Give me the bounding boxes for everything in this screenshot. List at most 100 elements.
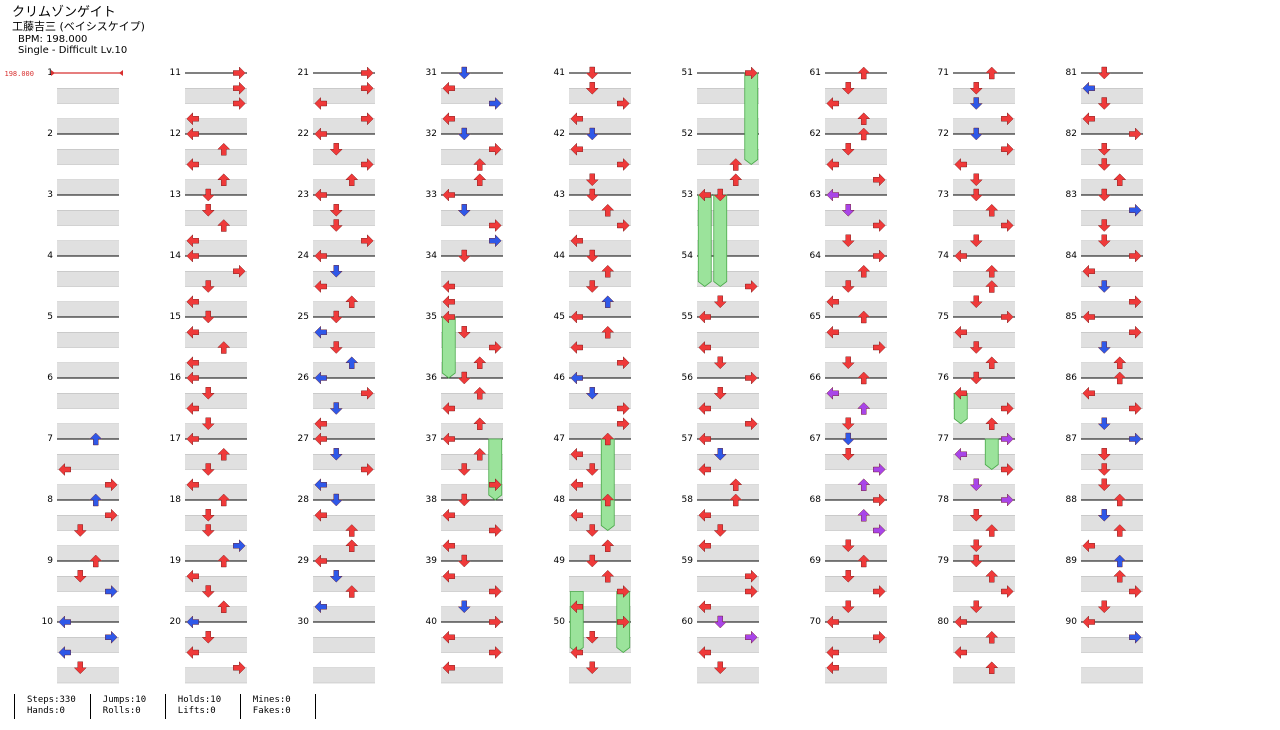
arrow-icon [314,188,327,202]
arrow-icon [969,234,983,248]
measure-number: 81 [1066,68,1077,78]
beat-row [697,149,759,165]
arrow-icon [345,356,359,369]
arrow-icon [314,432,327,446]
beat-row [825,423,887,439]
beat-row [569,545,631,561]
measure-number: 68 [810,495,822,505]
measure-number: 39 [426,556,438,566]
beat-row [441,576,503,592]
arrow-icon [826,386,839,400]
measure-number: 8 [47,495,53,505]
measure-number: 11 [170,68,181,78]
beat-row [569,332,631,348]
beat-row [57,118,119,134]
stat-group: Steps:330 Hands:0 [14,694,91,719]
arrow-icon [969,509,983,522]
beat-row [569,576,631,592]
measure-number: 72 [938,129,949,139]
arrow-icon [186,478,199,492]
beat-row [57,484,119,500]
beat-row [313,149,375,165]
arrow-icon [457,463,471,476]
beat-row [313,362,375,378]
arrow-icon [841,539,855,553]
arrow-icon [186,569,199,583]
arrow-icon [73,661,87,675]
beat-row [441,454,503,470]
bpm-marker: 198.000 [4,70,34,78]
arrow-icon [969,173,983,187]
beat-row [953,362,1015,378]
arrow-icon [1097,478,1111,492]
beat-row [313,240,375,256]
arrow-icon [713,615,727,629]
song-title: クリムゾンゲイト [12,5,116,20]
arrow-icon [314,97,327,110]
arrow-icon [826,646,839,659]
measure-number: 29 [298,556,310,566]
measure-number: 32 [426,129,437,139]
arrow-icon [442,630,455,644]
arrow-icon [314,417,327,431]
arrow-icon [1097,219,1111,232]
beat-row [313,332,375,348]
beat-row [953,240,1015,256]
beat-row [441,118,503,134]
arrow-icon [1113,356,1127,369]
beat-row [441,423,503,439]
arrow-icon [489,219,502,232]
song-artist: 工藤吉三 (ベイシスケイプ) [12,19,145,33]
arrow-icon [985,264,999,278]
arrow-icon [233,661,246,675]
beat-row [953,179,1015,195]
beat-row [825,271,887,287]
measure-number: 64 [810,251,822,261]
arrow-icon [1097,417,1111,431]
arrow-icon [1097,341,1111,354]
measure-number: 88 [1066,495,1078,505]
arrow-icon [186,234,199,248]
beat-row [1081,393,1143,409]
arrow-icon [954,158,967,171]
arrow-icon [745,630,758,644]
beat-row [569,362,631,378]
arrow-icon [969,371,983,385]
beat-row [185,606,247,622]
arrow-icon [1082,81,1095,95]
arrow-icon [826,661,839,675]
arrow-icon [601,569,615,583]
arrow-icon [698,600,711,614]
arrow-icon [457,600,471,614]
arrow-icon [361,81,374,95]
beat-row [313,179,375,195]
beat-row [185,149,247,165]
arrow-icon [186,158,199,171]
beat-row [825,576,887,592]
arrow-icon [186,371,199,385]
hold-body [441,316,456,379]
measure-number: 61 [810,68,821,78]
arrow-icon [73,570,87,583]
holds-count: Holds:10 [177,695,222,705]
measure-number: 65 [810,312,821,322]
arrow-icon [617,356,630,370]
arrow-icon [729,493,743,507]
arrow-icon [329,143,343,156]
beat-row [1081,637,1143,653]
measure-number: 86 [1066,373,1078,383]
arrow-icon [570,112,583,126]
measure-number: 4 [47,251,53,261]
arrow-icon [873,173,886,187]
arrow-icon [1097,97,1111,110]
beat-row [441,271,503,287]
measure-number: 73 [938,190,949,200]
arrow-icon [489,524,502,537]
arrow-icon [826,295,839,309]
beat-row [185,240,247,256]
beat-row [569,271,631,287]
measure-number: 80 [938,617,950,627]
arrow-icon [329,493,343,507]
arrow-icon [1113,524,1127,537]
arrow-icon [89,432,103,446]
